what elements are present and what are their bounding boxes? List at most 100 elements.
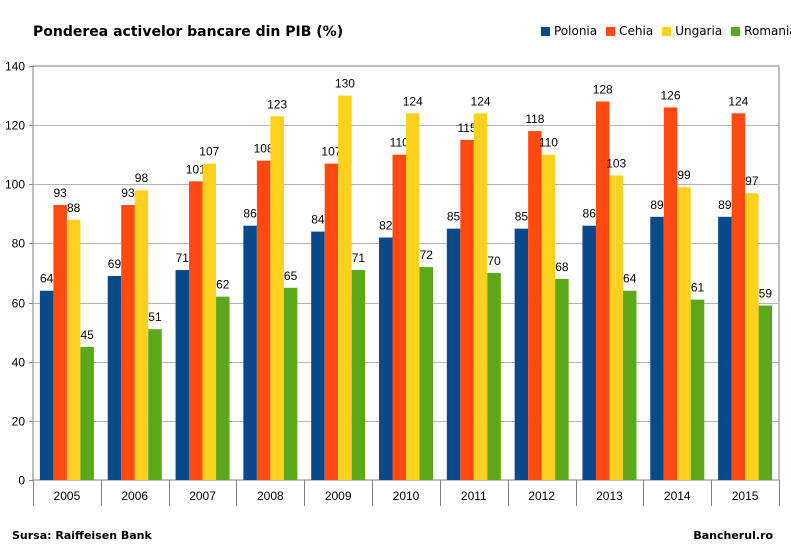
data-label: 124 [728,94,748,108]
bar-ungaria [66,219,81,480]
x-tick-label: 2013 [596,489,623,503]
data-label: 82 [379,219,393,233]
bar-cehia [324,163,339,481]
data-label: 118 [525,112,544,126]
bar-ungaria [541,154,556,480]
y-tick-label: 100 [5,178,25,192]
data-label: 126 [661,88,681,102]
x-tick-label: 2009 [325,489,352,503]
x-tick-label: 2008 [257,489,284,503]
x-tick-label: 2012 [528,489,555,503]
data-label: 69 [108,257,122,271]
data-label: 107 [199,145,219,159]
bar-polonia [175,270,190,480]
data-label: 59 [759,287,773,301]
data-label: 130 [335,77,355,91]
data-label: 97 [745,174,759,188]
bar-romania [216,296,230,480]
x-tick-label: 2011 [461,489,487,503]
data-label: 99 [677,168,691,182]
chart-legend: Polonia Cehia Ungaria Romania [541,24,791,38]
bar-romania [283,287,298,480]
bar-romania [148,329,162,480]
legend-swatch-polonia [541,26,550,36]
x-tick-label: 2014 [664,489,691,503]
bar-polonia [311,231,325,480]
legend-swatch-romania [731,26,741,36]
bar-polonia [107,275,122,480]
x-tick-label: 2005 [54,489,81,503]
data-label: 68 [555,260,569,274]
bar-romania [622,290,637,480]
legend-item-romania: Romania [731,24,791,38]
data-label: 93 [53,186,67,200]
x-tick-label: 2015 [732,489,759,503]
bar-ungaria [134,190,149,480]
bar-romania [555,278,569,480]
data-label: 98 [135,171,149,185]
data-label: 124 [471,94,491,108]
bar-romania [419,267,433,480]
data-label: 89 [718,198,732,212]
bar-ungaria [745,193,759,480]
data-label: 124 [403,94,423,108]
data-label: 61 [691,281,705,295]
bar-romania [690,299,705,480]
data-label: 85 [515,210,529,224]
data-label: 71 [176,251,190,265]
bar-ungaria [406,113,420,481]
bar-ungaria [609,175,623,480]
data-label: 128 [593,82,613,96]
x-tick-label: 2006 [121,489,148,503]
bar-cehia [53,204,67,480]
data-label: 115 [457,121,476,135]
data-label: 71 [352,251,366,265]
data-label: 110 [539,136,558,150]
bar-cehia [121,204,135,480]
bar-polonia [243,225,257,480]
legend-label-ungaria: Ungaria [675,24,723,38]
data-label: 86 [243,207,257,221]
data-label: 89 [650,198,664,212]
y-tick-label: 140 [5,60,25,74]
data-label: 108 [254,142,274,156]
data-label: 123 [267,97,287,111]
bar-romania [351,270,366,480]
bar-cehia [189,181,203,481]
legend-label-cehia: Cehia [619,24,654,38]
data-label: 64 [40,272,54,286]
legend-item-polonia: Polonia [541,24,597,38]
y-tick-label: 20 [12,415,26,429]
bar-romania [487,273,501,480]
data-label: 45 [80,328,94,342]
y-tick-label: 60 [12,297,26,311]
data-label: 51 [148,310,162,324]
bar-ungaria [473,113,488,481]
y-tick-label: 80 [12,237,26,251]
data-label: 62 [216,278,230,292]
bar-cehia [528,131,542,481]
y-tick-label: 0 [18,474,25,488]
data-label: 85 [447,210,461,224]
legend-label-romania: Romania [744,24,791,38]
data-label: 65 [284,269,298,283]
bar-polonia [39,290,54,480]
bar-polonia [650,216,664,481]
bar-ungaria [338,95,352,481]
bar-polonia [379,237,393,480]
bar-cehia [256,160,271,480]
legend-label-polonia: Polonia [554,24,598,38]
legend-item-ungaria: Ungaria [662,24,722,38]
data-label: 64 [623,272,637,286]
data-label: 93 [121,186,135,200]
data-label: 72 [420,248,434,262]
bar-romania [80,346,94,480]
legend-swatch-cehia [606,26,616,36]
bar-ungaria [677,187,691,480]
bar-ungaria [202,163,217,481]
data-label: 86 [583,207,597,221]
bar-ungaria [270,116,284,481]
data-label: 110 [390,136,409,150]
data-label: 84 [311,213,325,227]
data-label: 101 [186,162,206,176]
